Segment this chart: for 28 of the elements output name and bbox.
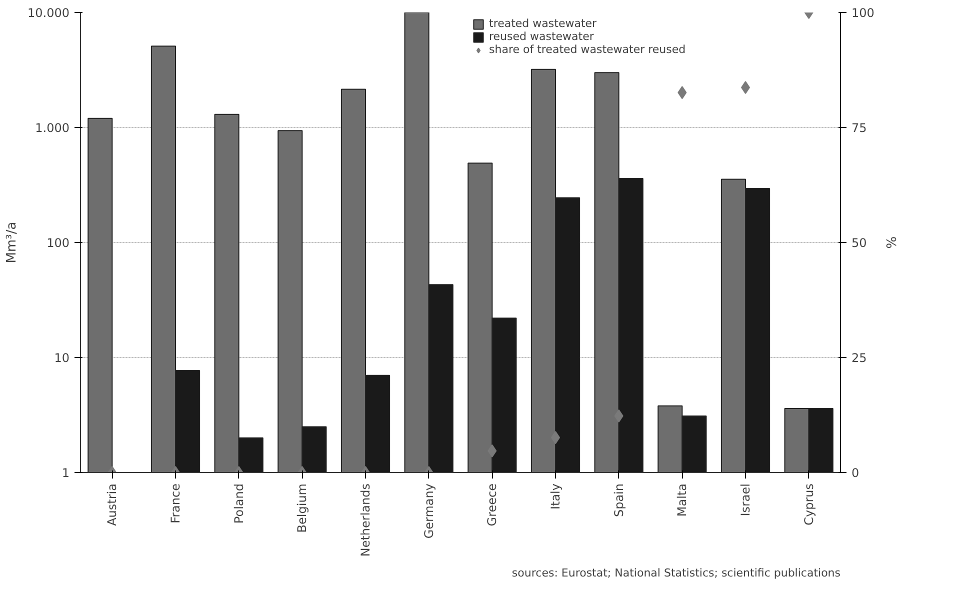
legend-label: treated wastewater bbox=[489, 17, 597, 30]
legend-label: share of treated wastewater reused bbox=[489, 43, 686, 56]
y-tick-label: 100 bbox=[46, 236, 70, 250]
y2-axis-title: % bbox=[882, 236, 898, 249]
x-tick-label: Cyprus bbox=[802, 484, 816, 526]
x-tick-label: Israel bbox=[738, 484, 752, 516]
x-tick-label: Italy bbox=[548, 483, 562, 510]
y2-tick-label: 75 bbox=[852, 121, 867, 135]
x-tick-label: Belgium bbox=[295, 483, 310, 533]
x-tick-label: Netherlands bbox=[358, 483, 372, 557]
x-tick-label: Greece bbox=[485, 483, 500, 526]
x-tick-label: Spain bbox=[612, 483, 626, 518]
x-tick-label: France bbox=[168, 483, 182, 524]
x-tick-label: Germany bbox=[422, 484, 436, 539]
source-note: sources: Eurostat; National Statistics; scientific publications bbox=[512, 566, 841, 580]
y-tick-label: 10 bbox=[54, 351, 70, 365]
x-tick-label: Malta bbox=[675, 483, 690, 517]
x-tick-label: Austria bbox=[105, 483, 120, 526]
y2-tick-label: 0 bbox=[852, 466, 860, 480]
y-tick-label: 1.000 bbox=[35, 121, 70, 135]
y-axis-title: Mm³/a bbox=[4, 222, 20, 264]
y2-tick-label: 25 bbox=[852, 351, 867, 365]
y2-tick-label: 50 bbox=[852, 236, 867, 250]
x-tick-label: Poland bbox=[232, 484, 246, 524]
legend-label: reused wastewater bbox=[489, 30, 594, 43]
y-tick-label: 10.000 bbox=[28, 6, 70, 20]
y-tick-label: 1 bbox=[62, 466, 70, 480]
y2-tick-label: 100 bbox=[852, 6, 874, 20]
